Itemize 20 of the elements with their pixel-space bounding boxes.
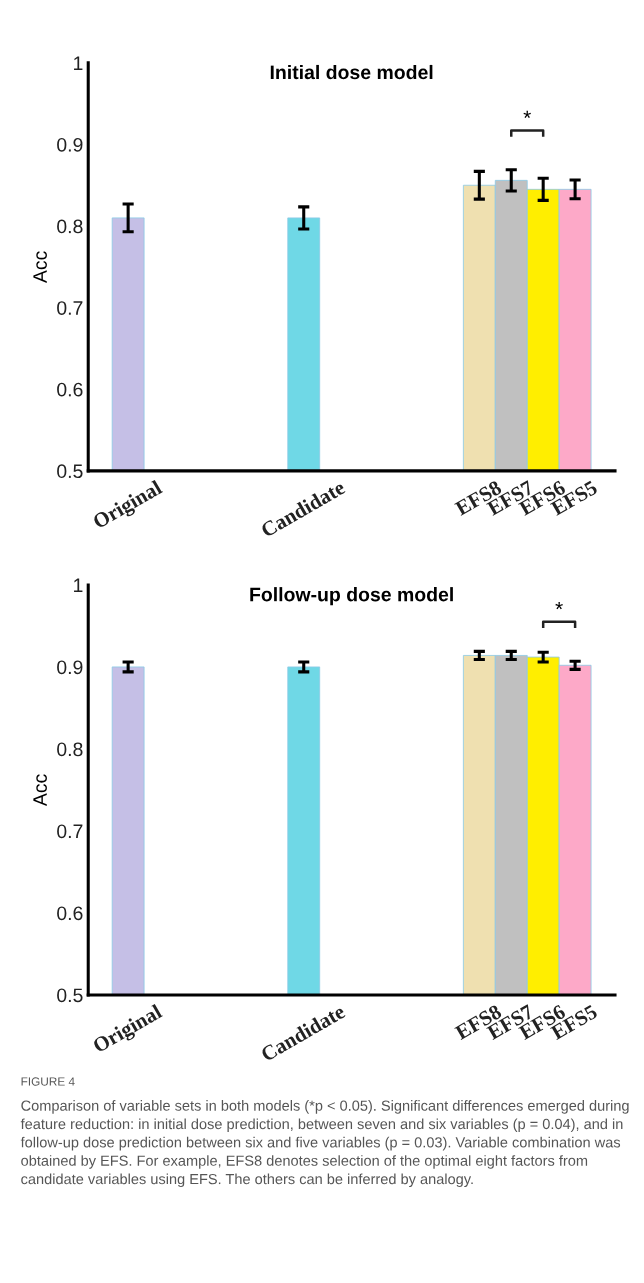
y-tick-label: 0.6	[57, 906, 83, 921]
y-tick-label: 0.9	[57, 660, 83, 675]
y-axis-title: Acc	[33, 774, 47, 807]
y-tick-label: 1	[74, 56, 83, 70]
caption: FIGURE 4	[21, 1077, 75, 1086]
chart-title: Initial dose model	[270, 64, 433, 80]
y-tick-label: 0.7	[57, 301, 83, 315]
y-tick-label: 0.7	[57, 824, 83, 839]
y-tick-label: 0.6	[57, 382, 83, 397]
annotation: *	[523, 110, 531, 119]
y-tick-label: 0.5	[57, 464, 83, 479]
y-tick-label: 1	[74, 578, 83, 592]
chart-title: Follow-up dose model	[250, 587, 453, 606]
text: Comparison of variable sets in both models (*p < 0.05). Significant differences emerged during feature reduction: in initial dose prediction, between seven and six variables (p = 0.04), and in follow-up dose prediction between six and five variables (p = 0.03). Variable combination was obtained by EFS. For example, EFS8 denotes selection of the optimal eight factors from candidate variables using EFS. The others can be inferred by analogy.	[20, 1100, 629, 1188]
y-tick-label: 0.9	[57, 137, 83, 152]
y-axis-title: Acc	[33, 251, 47, 284]
y-tick-label: 0.8	[57, 219, 83, 234]
annotation: *	[555, 601, 563, 610]
y-tick-label: 0.5	[57, 988, 83, 1003]
y-tick-label: 0.8	[57, 742, 83, 757]
